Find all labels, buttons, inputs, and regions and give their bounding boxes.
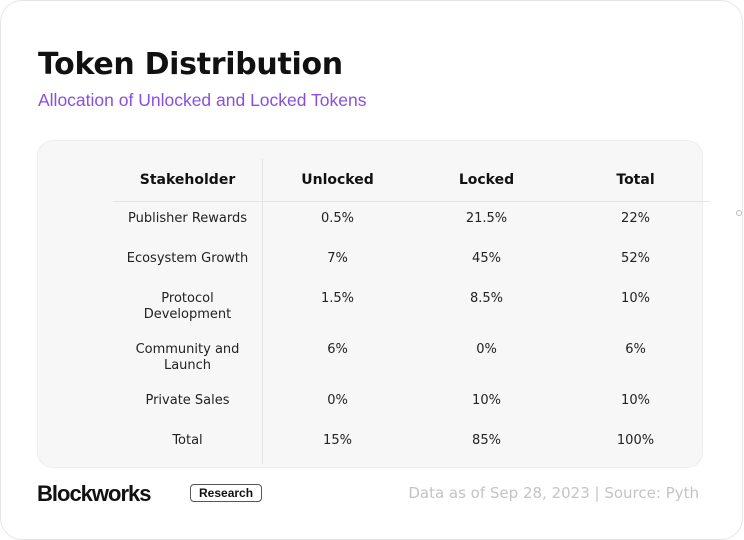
value-cell: 7% [327, 251, 348, 266]
table-row: Protocol Development 1.5% 8.5% 10% [113, 282, 710, 333]
stakeholder-cell: Community and Launch [113, 333, 263, 384]
value-cell: 21.5% [465, 211, 508, 226]
value-cell: 15% [323, 433, 352, 448]
table-row: Publisher Rewards 0.5% 21.5% 22% [113, 201, 710, 242]
value-cell: 0.5% [320, 211, 355, 226]
column-header: Total [561, 159, 710, 202]
stakeholder-cell: Publisher Rewards [113, 201, 263, 242]
blockworks-logo: Blockworks [37, 481, 151, 506]
value-cell: 1.5% [320, 291, 355, 306]
stakeholder-cell: Ecosystem Growth [113, 242, 263, 282]
value-cell: 6% [327, 342, 348, 357]
stakeholder-cell: Protocol Development [113, 282, 263, 333]
table-row: Private Sales 0% 10% 10% [113, 384, 710, 424]
source-note: Data as of Sep 28, 2023 | Source: Pyth [408, 484, 699, 502]
value-cell: 52% [621, 251, 650, 266]
column-header: Locked [412, 159, 561, 202]
value-cell: 8.5% [469, 291, 504, 306]
table-row: Total 15% 85% 100% [113, 424, 710, 464]
stakeholder-cell: Total [113, 424, 263, 464]
value-cell: 10% [472, 393, 501, 408]
value-cell: 6% [625, 342, 646, 357]
stakeholder-cell: Private Sales [113, 384, 263, 424]
value-cell: 0% [476, 342, 497, 357]
value-cell: 0% [327, 393, 348, 408]
page-title: Token Distribution [38, 47, 343, 82]
column-header: Unlocked [262, 159, 412, 202]
table-row: Community and Launch 6% 0% 6% [113, 333, 710, 384]
column-header: Stakeholder [113, 159, 263, 202]
page-subtitle: Allocation of Unlocked and Locked Tokens [38, 90, 367, 110]
value-cell: 100% [616, 433, 655, 448]
distribution-table: Stakeholder Unlocked Locked Total Publis… [113, 159, 710, 464]
value-cell: 22% [621, 211, 650, 226]
value-cell: 10% [621, 393, 650, 408]
table-header-row: Stakeholder Unlocked Locked Total [113, 159, 710, 202]
research-badge: Research [190, 484, 263, 502]
decorative-circle-icon [736, 210, 742, 216]
value-cell: 10% [621, 291, 650, 306]
table-row: Ecosystem Growth 7% 45% 52% [113, 242, 710, 282]
value-cell: 45% [472, 251, 501, 266]
value-cell: 85% [472, 433, 501, 448]
